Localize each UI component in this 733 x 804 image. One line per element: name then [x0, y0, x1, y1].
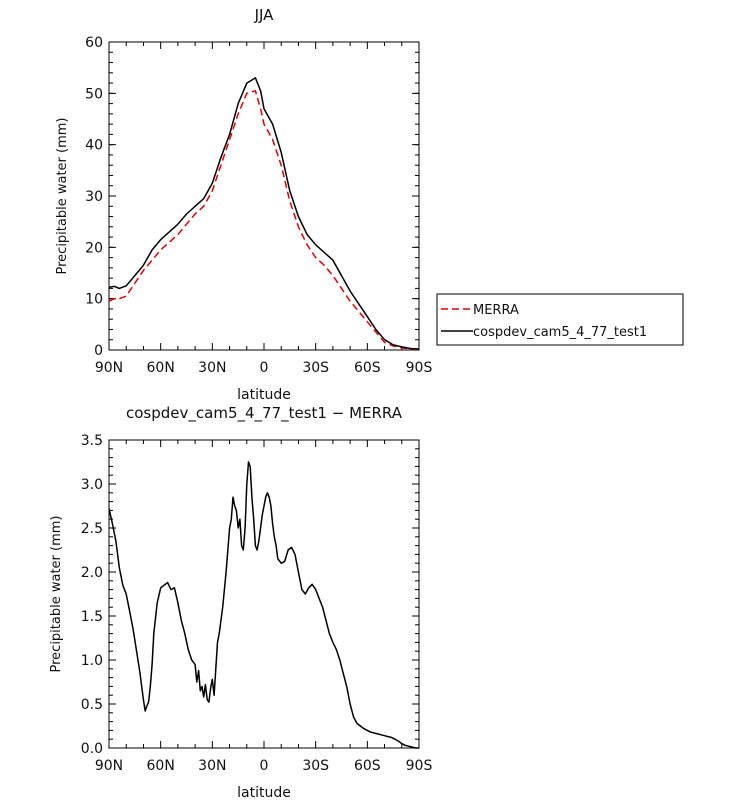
top-y-tick-label: 0	[94, 343, 103, 359]
top-x-tick-label: 0	[260, 360, 269, 376]
bottom-x-tick-label: 30S	[302, 758, 329, 774]
bottom-x-tick-label: 60S	[354, 758, 381, 774]
legend-label-merra: MERRA	[473, 303, 519, 318]
top-x-tick-label: 30S	[302, 360, 329, 376]
bottom-x-axis-label: latitude	[237, 785, 291, 801]
bottom-x-tick-label: 60N	[147, 758, 175, 774]
top-series-line-1	[108, 77, 420, 350]
bottom-y-tick-label: 3.0	[81, 477, 103, 493]
bottom-series-lines	[108, 461, 419, 749]
top-y-tick-labels: 0 10 20 30 40 50 60	[85, 35, 103, 359]
top-y-tick-label: 30	[85, 189, 103, 205]
bottom-y-tick-label: 3.5	[81, 433, 103, 449]
top-plot-frame	[108, 41, 420, 351]
bottom-y-tick-label: 1.5	[81, 609, 103, 625]
bottom-panel: cospdev_cam5_4_77_test1 − MERRA 90N 60N 30…	[49, 404, 432, 801]
top-ticks	[108, 41, 420, 351]
bottom-x-tick-label: 90N	[95, 758, 123, 774]
bottom-x-tick-label: 0	[260, 758, 269, 774]
bottom-y-tick-label: 1.0	[81, 653, 103, 669]
bottom-y-tick-labels: 0.0 0.5 1.0 1.5 2.0 2.5 3.0 3.5	[81, 433, 103, 757]
legend: MERRA cospdev_cam5_4_77_test1	[436, 293, 684, 346]
bottom-x-tick-label: 90S	[406, 758, 433, 774]
bottom-ticks	[108, 439, 420, 749]
bottom-x-tick-labels: 90N 60N 30N 0 30S 60S 90S	[95, 758, 433, 774]
top-x-tick-label: 60N	[147, 360, 175, 376]
top-x-tick-label: 90N	[95, 360, 123, 376]
bottom-y-tick-label: 2.0	[81, 565, 103, 581]
top-y-tick-label: 40	[85, 138, 103, 154]
top-y-tick-label: 50	[85, 86, 103, 102]
legend-box	[436, 293, 684, 346]
top-x-tick-label: 90S	[406, 360, 433, 376]
top-x-axis-label: latitude	[237, 387, 291, 403]
bottom-y-tick-label: 0.0	[81, 741, 103, 757]
top-y-tick-label: 10	[85, 292, 103, 308]
bottom-title: cospdev_cam5_4_77_test1 − MERRA	[126, 404, 403, 423]
top-y-axis-label: Precipitable water (mm)	[55, 118, 70, 275]
bottom-x-tick-label: 30N	[198, 758, 226, 774]
top-x-tick-labels: 90N 60N 30N 0 30S 60S 90S	[95, 360, 433, 376]
top-y-tick-label: 20	[85, 240, 103, 256]
top-x-tick-label: 60S	[354, 360, 381, 376]
top-y-tick-label: 60	[85, 35, 103, 51]
bottom-plot-frame	[108, 439, 420, 749]
bottom-y-axis-label: Precipitable water (mm)	[49, 516, 64, 673]
top-title: JJA	[254, 6, 275, 24]
legend-label-model: cospdev_cam5_4_77_test1	[473, 325, 647, 340]
top-x-tick-label: 30N	[198, 360, 226, 376]
top-series-line-0	[108, 90, 420, 351]
top-panel: JJA 90N 60N 30N 0 30S 60S 90S 0 10 20 30 40 50 60 la…	[55, 6, 432, 403]
top-series-lines	[108, 77, 420, 351]
bottom-series-line-0	[108, 461, 419, 749]
bottom-y-tick-label: 2.5	[81, 521, 103, 537]
bottom-y-tick-label: 0.5	[81, 697, 103, 713]
